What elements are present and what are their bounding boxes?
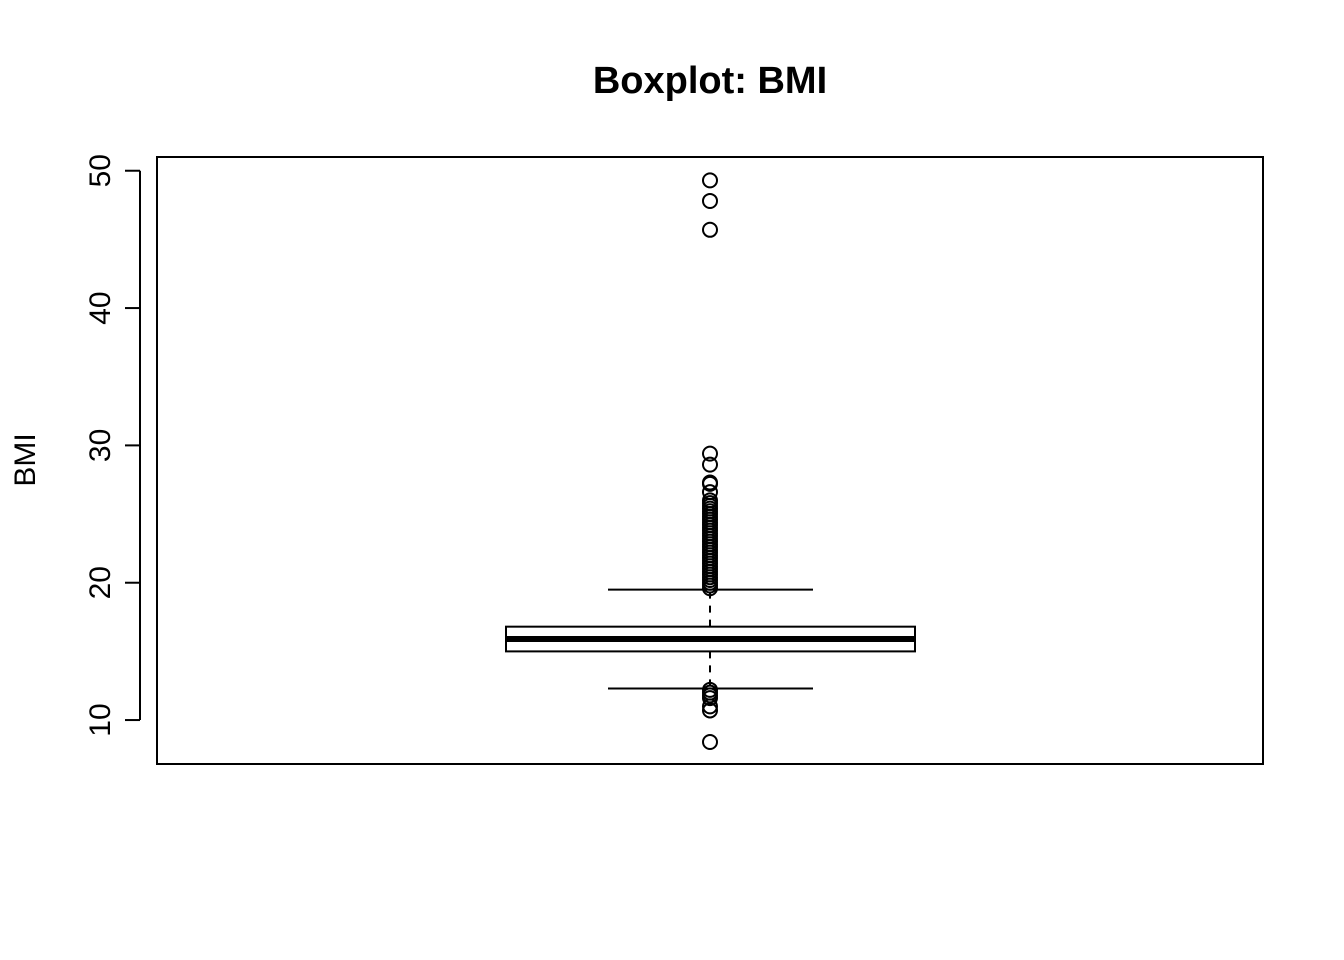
outlier-point (702, 456, 718, 473)
plot-frame (156, 156, 1264, 765)
outlier-point (702, 192, 718, 209)
outlier-point (702, 702, 718, 719)
y-tick-label: 20 (84, 566, 117, 599)
chart-title: Boxplot: BMI (593, 60, 827, 102)
outlier-point (702, 690, 718, 707)
y-axis: 10 20 30 40 50 (84, 154, 141, 737)
outlier-point (702, 445, 718, 462)
outlier-point (702, 475, 718, 492)
box-plot (505, 588, 916, 690)
outliers (702, 172, 718, 751)
y-tick-label: 40 (84, 291, 117, 324)
y-tick-label: 50 (84, 154, 117, 187)
outlier-point (702, 698, 718, 715)
y-tick-label: 10 (84, 703, 117, 736)
outlier-point (702, 172, 718, 189)
y-axis-label: BMI (9, 433, 42, 486)
outlier-point (702, 734, 718, 751)
y-tick-label: 30 (84, 429, 117, 462)
outlier-point (702, 580, 718, 597)
outlier-point (702, 221, 718, 238)
